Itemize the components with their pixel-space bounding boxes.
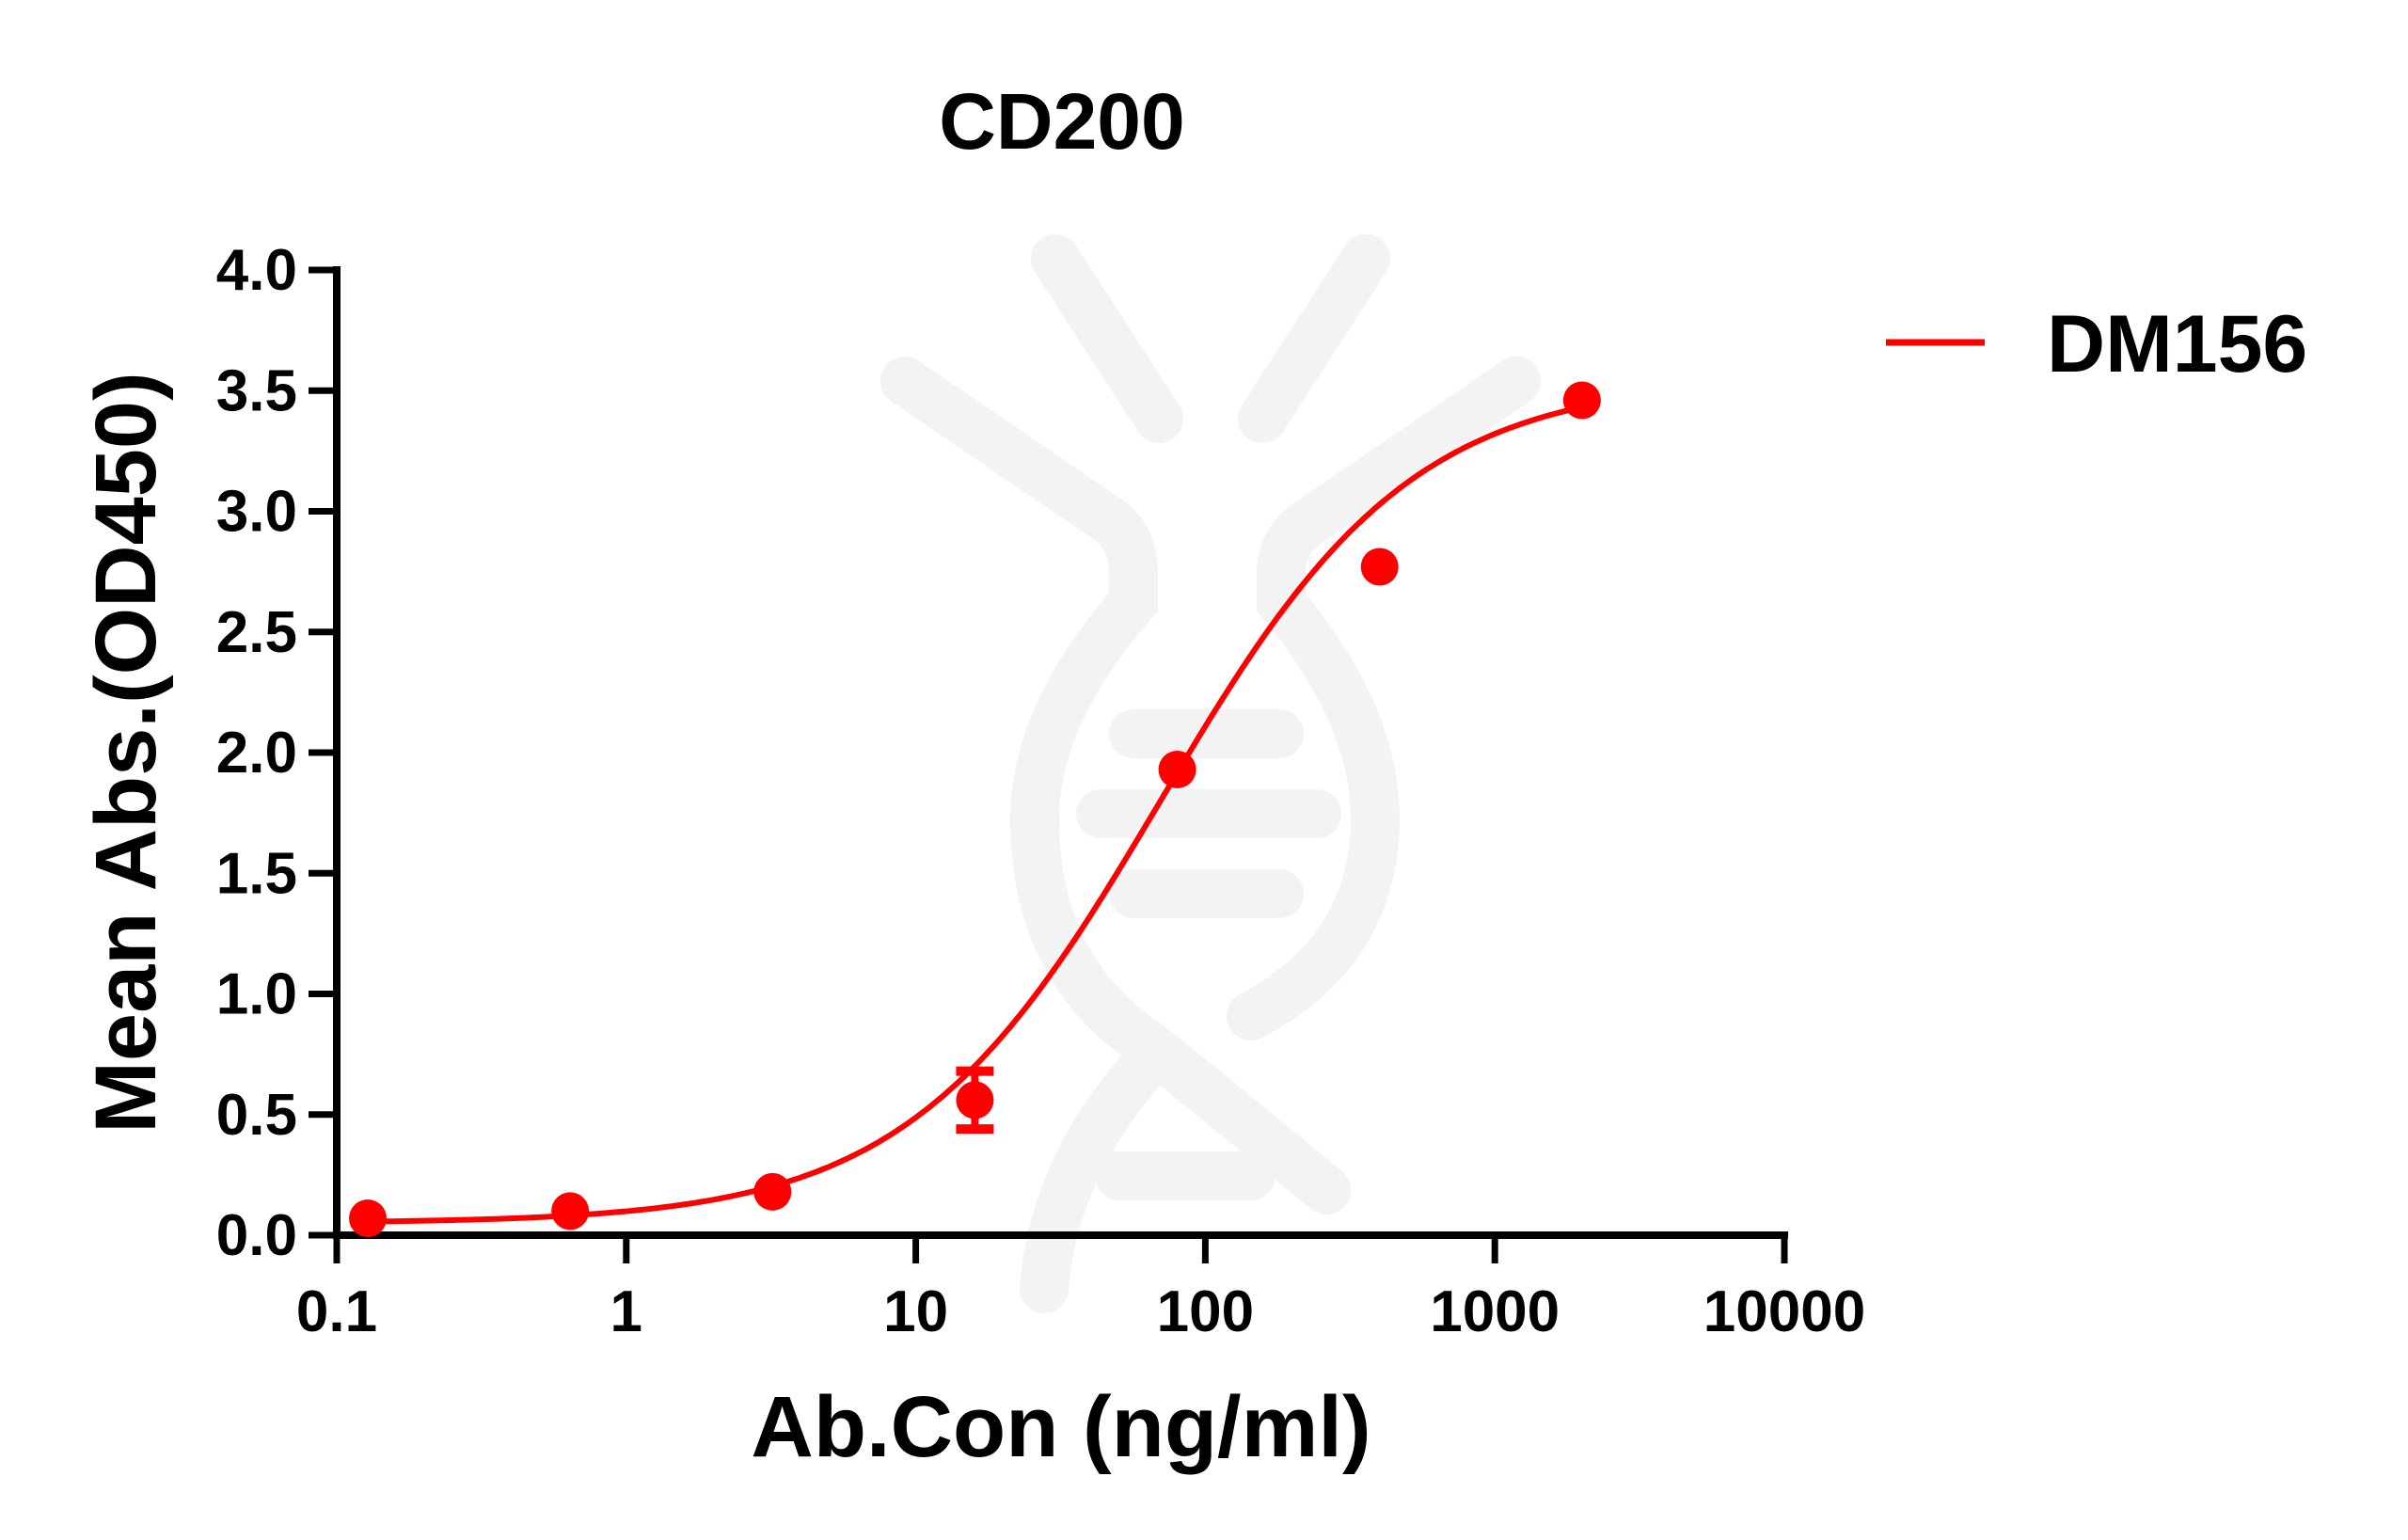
- y-tick-label: 1.5: [216, 841, 297, 906]
- x-tick-label: 10: [883, 1279, 948, 1344]
- data-point: [551, 1192, 590, 1230]
- y-tick-label: 4.0: [216, 238, 297, 303]
- x-tick-label: 100: [1157, 1279, 1254, 1344]
- data-point: [1562, 381, 1601, 420]
- plot-area: [348, 381, 1601, 1238]
- data-point: [348, 1199, 387, 1238]
- legend: DM156: [1886, 299, 2307, 389]
- data-point: [956, 1081, 994, 1119]
- data-point: [1158, 750, 1196, 788]
- y-tick-label: 2.5: [216, 600, 297, 665]
- y-tick-label: 3.5: [216, 358, 297, 423]
- data-point: [1360, 548, 1399, 586]
- y-axis-label: Mean Abs.(OD450): [78, 372, 174, 1133]
- y-tick-label: 1.0: [216, 962, 297, 1027]
- x-tick-label: 0.1: [296, 1279, 377, 1344]
- y-tick-label: 3.0: [216, 480, 297, 545]
- legend-label-dm156: DM156: [2047, 299, 2307, 389]
- y-tick-label: 0.5: [216, 1083, 297, 1148]
- watermark: [880, 234, 1541, 1313]
- x-tick-label: 1: [610, 1279, 642, 1344]
- x-tick-label: 10000: [1703, 1279, 1865, 1344]
- axes: 0.0 0.5 1.0 1.5 2.0 2.5 3.0 3.5 4.0 0.1 1 10 100 1000…: [216, 238, 1865, 1344]
- y-tick-label: 0.0: [216, 1203, 297, 1268]
- x-axis-label: Ab.Con (ng/ml): [751, 1379, 1370, 1475]
- data-point: [753, 1172, 792, 1211]
- y-tick-label: 2.0: [216, 721, 297, 786]
- chart-title: CD200: [939, 77, 1184, 166]
- x-tick-label: 1000: [1430, 1279, 1560, 1344]
